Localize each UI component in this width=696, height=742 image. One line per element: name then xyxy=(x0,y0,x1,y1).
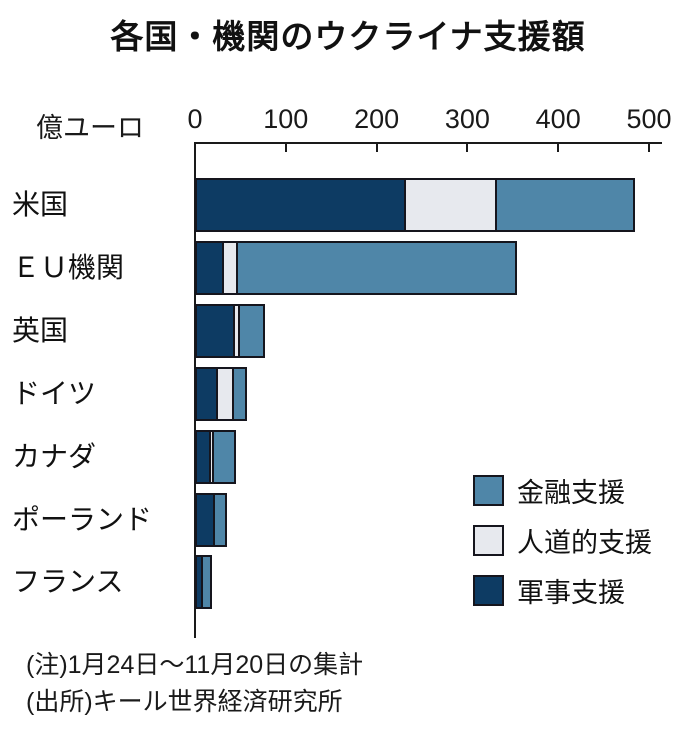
legend-swatch-military xyxy=(473,575,504,606)
bar-segment xyxy=(224,242,238,293)
x-tick-label: 300 xyxy=(444,104,490,134)
x-axis-line xyxy=(195,142,662,144)
x-tick-mark xyxy=(557,142,560,152)
bar-2 xyxy=(195,240,517,295)
legend-swatch-humanitarian xyxy=(473,525,504,556)
category-label: 英国 xyxy=(12,314,69,346)
legend-item: 金融支援 xyxy=(473,471,652,510)
x-tick-mark xyxy=(375,142,378,152)
bar-segment xyxy=(197,431,211,482)
bar-1 xyxy=(195,178,635,232)
bar-6 xyxy=(195,492,227,547)
bar-segment xyxy=(234,368,245,419)
axis-unit-label: 億ユーロ xyxy=(36,113,144,143)
bar-7 xyxy=(195,555,212,610)
category-label: ＥＵ機関 xyxy=(12,251,125,283)
legend-item: 人道的支援 xyxy=(473,521,652,560)
bar-segment xyxy=(406,180,497,230)
x-tick-label: 200 xyxy=(354,104,400,134)
x-tick-label: 100 xyxy=(263,104,309,134)
bar-segment xyxy=(197,180,406,230)
legend-label: 金融支援 xyxy=(517,478,625,508)
category-label: カナダ xyxy=(12,440,97,472)
category-label: フランス xyxy=(12,566,124,598)
footnote-source: (出所)キール世界経済研究所 xyxy=(26,688,343,716)
bar-segment xyxy=(197,368,218,419)
x-tick-label: 500 xyxy=(626,104,672,134)
bar-3 xyxy=(195,303,265,358)
bar-segment xyxy=(215,494,225,545)
x-tick-mark xyxy=(466,142,469,152)
bar-segment xyxy=(214,431,234,482)
chart-title: 各国・機関のウクライナ支援額 xyxy=(110,18,586,55)
legend-swatch-financial xyxy=(473,475,504,506)
bar-segment xyxy=(238,242,515,293)
bar-segment xyxy=(197,305,235,356)
bar-segment xyxy=(497,180,633,230)
bar-segment xyxy=(197,242,224,293)
legend-label: 人道的支援 xyxy=(517,528,652,558)
bar-segment xyxy=(218,368,234,419)
x-tick-label: 0 xyxy=(187,104,203,134)
bar-segment xyxy=(197,557,203,608)
bar-segment xyxy=(197,494,215,545)
legend-item: 軍事支援 xyxy=(473,571,652,610)
x-tick-mark xyxy=(648,142,650,152)
category-label: ポーランド xyxy=(12,503,153,535)
category-label: 米国 xyxy=(12,189,69,220)
bar-segment xyxy=(211,431,214,482)
bar-5 xyxy=(195,429,236,484)
legend-label: 軍事支援 xyxy=(517,578,625,608)
bar-4 xyxy=(195,366,247,421)
category-label: ドイツ xyxy=(12,377,97,409)
footnote-period: (注)1月24日～11月20日の集計 xyxy=(26,651,364,679)
x-tick-mark xyxy=(284,142,287,152)
bar-segment xyxy=(203,557,210,608)
bar-segment xyxy=(240,305,263,356)
bar-segment xyxy=(235,305,240,356)
legend: 金融支援人道的支援軍事支援 xyxy=(473,471,652,621)
x-tick-label: 400 xyxy=(535,104,581,134)
